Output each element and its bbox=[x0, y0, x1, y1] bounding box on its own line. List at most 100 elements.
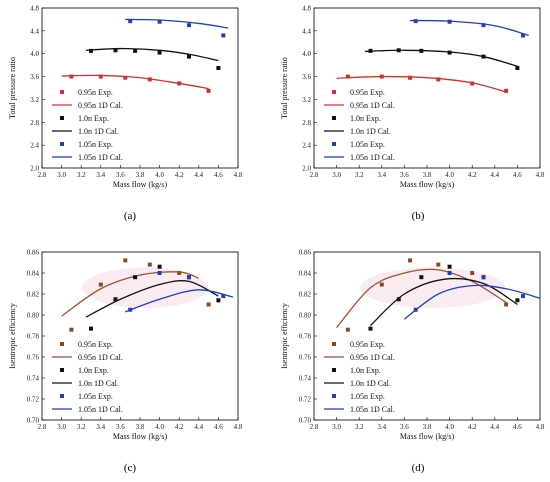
data-point bbox=[133, 48, 138, 53]
y-tick-label: 0.80 bbox=[299, 312, 312, 320]
y-tick-label: 2.4 bbox=[302, 142, 311, 150]
x-tick-label: 4.0 bbox=[445, 171, 454, 179]
data-point bbox=[408, 258, 413, 263]
panel-3: 2.8 3.0 3.2 3.4 3.6 3.8 4.0 4.2 4.4 4.6 4.8 0.70 0.7… bbox=[8, 249, 243, 475]
y-tick-label: 0.76 bbox=[27, 354, 40, 362]
y-tick-label: 4.0 bbox=[302, 50, 311, 58]
x-tick-label: 3.2 bbox=[77, 423, 86, 431]
data-point bbox=[396, 297, 401, 302]
y-tick-label: 2.8 bbox=[302, 119, 311, 127]
y-tick-label: 3.6 bbox=[302, 73, 311, 81]
data-point bbox=[221, 294, 226, 299]
data-point bbox=[98, 282, 103, 287]
series-line bbox=[61, 74, 209, 90]
series-line bbox=[125, 18, 229, 29]
x-tick-label: 3.4 bbox=[96, 171, 105, 179]
series-line bbox=[336, 268, 507, 329]
legend-label: 1.05n 1D Cal. bbox=[78, 405, 123, 414]
x-tick-label: 3.8 bbox=[423, 423, 432, 431]
data-point bbox=[128, 19, 133, 24]
data-point bbox=[157, 264, 162, 269]
legend-point-swatch bbox=[332, 368, 336, 372]
legend-point-swatch bbox=[60, 368, 64, 372]
data-point bbox=[436, 262, 441, 267]
data-point bbox=[206, 302, 211, 307]
series-line bbox=[404, 284, 541, 320]
y-axis-label: Isentropic efficiency bbox=[280, 303, 289, 369]
y-tick-label: 2.0 bbox=[302, 165, 311, 173]
x-tick-label: 3.0 bbox=[57, 171, 66, 179]
x-tick-label: 3.0 bbox=[332, 171, 341, 179]
y-tick-label: 0.76 bbox=[299, 354, 312, 362]
y-tick-label: 0.82 bbox=[27, 291, 40, 299]
x-tick-label: 4.2 bbox=[468, 171, 477, 179]
series-line bbox=[410, 19, 529, 37]
data-point bbox=[515, 298, 520, 303]
x-tick-label: 4.2 bbox=[468, 423, 477, 431]
y-tick-label: 4.8 bbox=[302, 5, 311, 13]
x-tick-label: 3.2 bbox=[355, 423, 364, 431]
x-tick-label: 4.6 bbox=[513, 171, 522, 179]
legend-label: 1.0n 1D Cal. bbox=[350, 379, 391, 388]
legend-label: 0.95n 1D Cal. bbox=[78, 353, 123, 362]
panel-caption: (a) bbox=[124, 210, 137, 222]
y-axis-label: Isentropic efficiency bbox=[8, 303, 17, 369]
x-tick-label: 3.2 bbox=[77, 171, 86, 179]
data-point bbox=[221, 33, 226, 38]
series-line bbox=[364, 49, 518, 67]
y-tick-label: 0.74 bbox=[299, 375, 312, 383]
y-tick-label: 4.4 bbox=[302, 27, 311, 35]
data-point bbox=[89, 48, 93, 53]
data-point bbox=[447, 264, 452, 269]
plot-frame bbox=[313, 7, 541, 169]
legend-label: 0.95n Exp. bbox=[350, 88, 385, 97]
data-point bbox=[147, 262, 152, 267]
data-point bbox=[157, 271, 162, 275]
legend-label: 0.95n 1D Cal. bbox=[78, 101, 123, 110]
y-tick-label: 4.0 bbox=[30, 50, 39, 58]
data-point bbox=[133, 275, 138, 280]
y-tick-label: 2.0 bbox=[30, 165, 39, 173]
legend-label: 1.0n Exp. bbox=[78, 114, 109, 123]
legend-label: 0.95n Exp. bbox=[78, 88, 113, 97]
legend-point-swatch bbox=[332, 90, 336, 94]
x-tick-label: 4.4 bbox=[490, 423, 499, 431]
y-tick-label: 0.80 bbox=[27, 312, 40, 320]
legend-point-swatch bbox=[60, 90, 64, 94]
x-tick-label: 2.8 bbox=[38, 423, 47, 431]
data-point bbox=[408, 75, 413, 80]
x-tick-label: 3.6 bbox=[116, 171, 125, 179]
y-tick-label: 0.72 bbox=[27, 396, 40, 404]
x-tick-label: 3.4 bbox=[377, 423, 386, 431]
data-point bbox=[521, 294, 526, 299]
legend-point-swatch bbox=[332, 116, 336, 120]
x-axis-label: Mass flow (kg/s) bbox=[113, 180, 168, 189]
data-point bbox=[470, 271, 475, 275]
y-tick-label: 0.70 bbox=[27, 417, 40, 425]
x-tick-label: 3.8 bbox=[136, 171, 145, 179]
data-point bbox=[157, 19, 162, 24]
data-point bbox=[379, 282, 384, 287]
x-axis-label: Mass flow (kg/s) bbox=[400, 180, 455, 189]
legend-point-swatch bbox=[332, 342, 336, 346]
data-point bbox=[216, 66, 221, 70]
data-point bbox=[504, 88, 509, 93]
series-line bbox=[125, 289, 234, 313]
legend-label: 1.05n Exp. bbox=[78, 392, 113, 401]
x-tick-label: 3.8 bbox=[423, 171, 432, 179]
series-line bbox=[336, 75, 507, 93]
legend-label: 1.05n Exp. bbox=[350, 392, 385, 401]
legend-point-swatch bbox=[60, 342, 64, 346]
data-point bbox=[515, 66, 520, 70]
panel-4: 2.8 3.0 3.2 3.4 3.6 3.8 4.0 4.2 4.4 4.6 4.8 0.70 0.7… bbox=[280, 249, 545, 475]
x-tick-label: 3.0 bbox=[57, 423, 66, 431]
x-tick-label: 2.8 bbox=[310, 423, 319, 431]
legend-label: 1.05n Exp. bbox=[350, 140, 385, 149]
y-tick-label: 0.72 bbox=[299, 396, 312, 404]
y-tick-label: 0.84 bbox=[27, 270, 40, 278]
x-tick-label: 4.0 bbox=[155, 171, 164, 179]
panel-caption: (b) bbox=[412, 210, 425, 222]
legend-label: 1.0n 1D Cal. bbox=[78, 127, 119, 136]
y-tick-label: 0.70 bbox=[299, 417, 312, 425]
panel-caption: (d) bbox=[412, 462, 425, 474]
